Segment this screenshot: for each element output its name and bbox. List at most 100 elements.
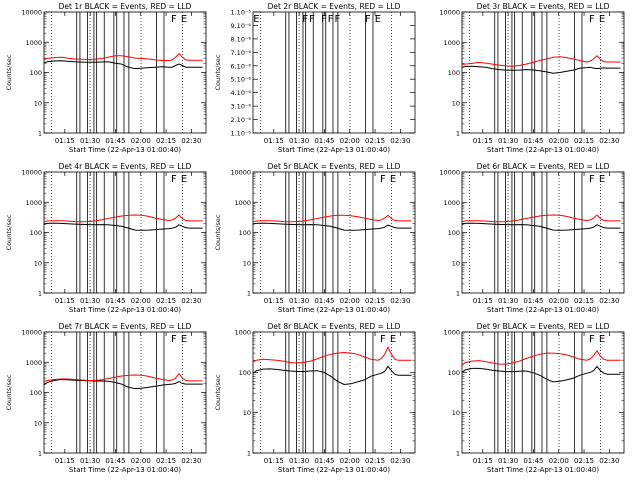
x-tick-label: 01:45 <box>314 457 334 465</box>
events-series-line <box>461 222 621 231</box>
lld-series-line <box>252 214 412 223</box>
y-axis-label: Counts/sec <box>5 374 13 410</box>
y-tick-label: 100 <box>30 389 42 397</box>
x-tick-label: 02:15 <box>156 457 176 465</box>
x-axis-label: Start Time (22-Apr-13 01:00:40) <box>69 306 181 314</box>
x-tick-label: 01:15 <box>473 137 493 145</box>
x-tick-label: 01:15 <box>55 297 75 305</box>
x-tick-label: 01:45 <box>105 457 125 465</box>
y-tick-label: 10 <box>452 259 460 267</box>
events-series-line <box>43 60 203 70</box>
lld-series-line <box>461 214 621 223</box>
x-tick-label: 02:30 <box>599 137 619 145</box>
panel-title: Det 4r BLACK = Events, RED = LLD <box>59 162 192 171</box>
y-tick-label: 10 <box>34 99 42 107</box>
y-tick-label: 100 <box>30 229 42 237</box>
y-tick-label: 1 <box>456 130 460 138</box>
y-tick-label: 10000 <box>230 169 251 177</box>
x-tick-label: 01:15 <box>55 457 75 465</box>
y-tick-label: 1 <box>38 290 42 298</box>
panel-title: Det 8r BLACK = Events, RED = LLD <box>268 322 401 331</box>
flag-marker: F <box>589 174 595 185</box>
plot-frame <box>43 331 207 454</box>
y-tick-label: 10 <box>243 259 251 267</box>
y-tick-label: 10 <box>243 409 251 417</box>
panel-1: Det 1r BLACK = Events, RED = LLD 01:15 01:… <box>5 2 207 154</box>
y-tick-label: 1 <box>247 290 251 298</box>
x-tick-label: 01:45 <box>523 137 543 145</box>
lld-series-line <box>43 372 203 383</box>
flag-marker: E <box>599 14 605 25</box>
lld-series-line <box>43 52 203 61</box>
x-tick-label: 01:15 <box>264 137 284 145</box>
lld-series-line <box>461 350 621 366</box>
x-axis-label: Start Time (22-Apr-13 01:00:40) <box>278 306 390 314</box>
x-tick-label: 02:00 <box>340 297 360 305</box>
x-tick-label: 01:45 <box>314 137 334 145</box>
x-tick-label: 02:00 <box>549 457 569 465</box>
x-tick-label: 02:30 <box>181 297 201 305</box>
flag-marker: F <box>334 14 340 25</box>
panel-8: Det 8r BLACK = Events, RED = LLD 01:15 01:… <box>214 322 416 474</box>
panel-title: Det 7r BLACK = Events, RED = LLD <box>59 322 192 331</box>
y-tick-label: 1000 <box>25 359 42 367</box>
y-tick-label: 1.10⁻⁶ <box>230 130 251 138</box>
panel-5: Det 5r BLACK = Events, RED = LLD 01:15 01:… <box>214 162 416 314</box>
x-tick-label: 02:30 <box>599 457 619 465</box>
y-tick-label: 1000 <box>443 329 460 337</box>
y-tick-label: 1000 <box>234 199 251 207</box>
y-axis-label: Counts/sec <box>5 214 13 250</box>
x-tick-label: 02:15 <box>574 457 594 465</box>
x-tick-label: 02:15 <box>365 457 385 465</box>
flag-marker: E <box>253 14 259 25</box>
x-axis-label: Start Time (22-Apr-13 01:00:40) <box>487 146 599 154</box>
y-tick-label: 1000 <box>25 39 42 47</box>
y-tick-label: 100 <box>239 369 251 377</box>
x-tick-label: 01:30 <box>80 137 100 145</box>
y-tick-label: 10000 <box>21 329 42 337</box>
y-tick-label: 1000 <box>25 199 42 207</box>
y-tick-label: 1 <box>247 450 251 458</box>
x-tick-label: 01:15 <box>55 137 75 145</box>
flag-marker: F <box>309 14 315 25</box>
flag-marker: F <box>380 174 386 185</box>
panel-4: Det 4r BLACK = Events, RED = LLD 01:15 01:… <box>5 162 207 314</box>
y-tick-label: 100 <box>448 229 460 237</box>
events-series-line <box>461 365 621 383</box>
y-tick-label: 1000 <box>234 329 251 337</box>
events-series-line <box>43 378 203 390</box>
panel-title: Det 1r BLACK = Events, RED = LLD <box>59 2 192 11</box>
x-tick-label: 02:15 <box>574 137 594 145</box>
flag-marker: F <box>321 14 327 25</box>
y-axis-label: Counts/sec <box>5 54 13 90</box>
lld-series-line <box>43 214 203 223</box>
panel-3: Det 3r BLACK = Events, RED = LLD 01:15 01:… <box>439 2 625 154</box>
flag-marker: E <box>181 14 187 25</box>
flag-marker: F <box>589 334 595 345</box>
plot-frame <box>252 11 416 134</box>
x-tick-label: 01:30 <box>289 137 309 145</box>
x-tick-label: 01:45 <box>105 137 125 145</box>
lld-series-line <box>252 346 412 364</box>
y-tick-label: 6.10⁻⁶ <box>230 62 251 70</box>
panel-title: Det 2r BLACK = Events, RED = LLD <box>268 2 401 11</box>
x-tick-label: 02:00 <box>549 297 569 305</box>
x-tick-label: 01:15 <box>264 457 284 465</box>
flag-marker: F <box>328 14 334 25</box>
x-tick-label: 02:00 <box>340 457 360 465</box>
y-tick-label: 1.10⁻⁵ <box>230 9 251 17</box>
x-tick-label: 01:15 <box>473 457 493 465</box>
x-axis-label: Start Time (22-Apr-13 01:00:40) <box>487 466 599 474</box>
x-axis-label: Start Time (22-Apr-13 01:00:40) <box>69 146 181 154</box>
x-tick-label: 02:00 <box>340 137 360 145</box>
y-axis-label: Counts/sec <box>214 54 222 90</box>
x-tick-label: 02:00 <box>131 137 151 145</box>
y-tick-label: 1 <box>456 450 460 458</box>
x-tick-label: 02:30 <box>390 137 410 145</box>
panel-title: Det 5r BLACK = Events, RED = LLD <box>268 162 401 171</box>
y-tick-label: 9.10⁻⁶ <box>230 22 251 30</box>
panel-7: Det 7r BLACK = Events, RED = LLD 01:15 01:… <box>5 322 207 474</box>
y-tick-label: 2.10⁻⁶ <box>230 116 251 124</box>
flag-marker: F <box>589 14 595 25</box>
flag-marker: F <box>302 14 308 25</box>
